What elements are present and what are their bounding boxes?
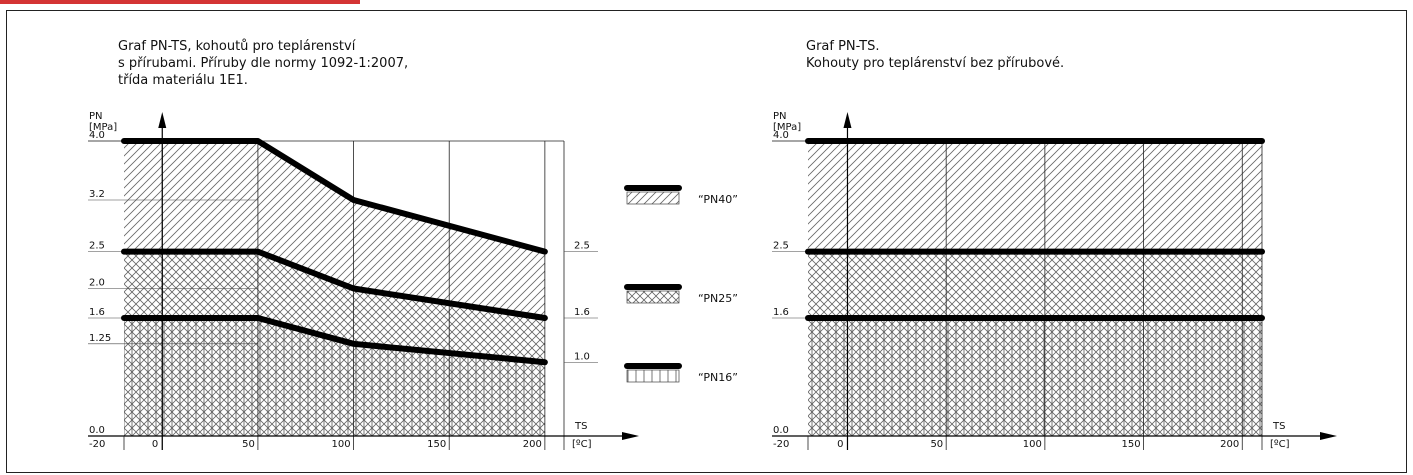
left-series-line: [121, 248, 548, 321]
left-x-axis-arrow: [622, 432, 639, 440]
accent-strip: [0, 0, 360, 4]
left-xtick-label: 50: [242, 439, 255, 450]
left-ylabel-unit: [MPa]: [89, 122, 117, 133]
right-band-diag: [808, 141, 1262, 252]
left-band-vertical: [124, 318, 545, 436]
legend-label: “PN25”: [698, 292, 738, 305]
right-y-axis-arrow: [843, 112, 852, 128]
left-y-axis-arrow: [158, 112, 167, 128]
right-xtick-label: 50: [930, 439, 943, 450]
left-series-line: [121, 138, 548, 255]
right-ytick-label: 2.5: [773, 241, 789, 252]
legend-label: “PN40”: [698, 193, 738, 206]
right-xtick-label: -20: [773, 439, 789, 450]
right-x-axis-arrow: [1320, 432, 1337, 440]
right-chart: 0.0 1.6 2.5 4.0 PN[MPa] -20 0 50 100 150 200 TS [ºC]: [772, 111, 1337, 450]
right-chart-title: Graf PN-TS. Kohouty pro teplárenství bez…: [806, 39, 1065, 71]
left-chart: 0.0 1.25 1.6 2.0 2.5 3.2 4.0 PN[MPa] -20 0 50 100 15…: [88, 111, 639, 450]
left-ytick-label: 4.0: [89, 130, 105, 141]
left-band-diag: [124, 141, 545, 318]
left-xtick-label: 200: [523, 439, 542, 450]
left-xtick-label: -20: [89, 439, 105, 450]
right-ytick-label: 0.0: [773, 425, 789, 436]
right-ylabel-unit: [MPa]: [773, 122, 801, 133]
left-xtick-label: 150: [427, 439, 446, 450]
left-ytick-label: 2.5: [89, 241, 105, 252]
legend: “PN40” “PN25” “PN16”: [624, 185, 738, 384]
left-series-line: [121, 315, 548, 366]
right-ylabel: PN: [773, 111, 787, 122]
right-band-vertical: [808, 318, 1262, 436]
left-band-cross: [124, 251, 545, 363]
legend-swatch-vertical: [626, 369, 680, 383]
right-ytick-label: 1.6: [773, 307, 789, 318]
left-right-label: 1.0: [574, 351, 590, 362]
left-ytick-label: 1.25: [89, 333, 111, 344]
right-xtick-label: 150: [1121, 439, 1140, 450]
right-band-cross: [808, 251, 1262, 318]
left-xtick-label: 0: [152, 439, 158, 450]
left-xtick-label: 100: [331, 439, 350, 450]
left-ylabel: PN: [89, 111, 103, 122]
legend-swatch-cross: [626, 290, 680, 304]
left-ytick-label: 3.2: [89, 189, 105, 200]
legend-swatch-diag: [626, 191, 680, 205]
left-ytick-label: 1.6: [89, 307, 105, 318]
right-xtick-label: 0: [837, 439, 843, 450]
right-xtick-label: 100: [1023, 439, 1042, 450]
left-right-label: 1.6: [574, 307, 590, 318]
left-ytick-label: 2.0: [89, 278, 105, 289]
left-ytick-label: 0.0: [89, 425, 105, 436]
left-xlabel-unit: [ºC]: [572, 439, 592, 450]
right-xlabel: TS: [1272, 421, 1285, 432]
legend-label: “PN16”: [698, 371, 738, 384]
left-right-label: 2.5: [574, 241, 590, 252]
right-xlabel-unit: [ºC]: [1270, 439, 1290, 450]
right-xtick-label: 200: [1220, 439, 1239, 450]
left-chart-title: Graf PN-TS, kohoutů pro teplárenství s p…: [118, 39, 409, 88]
left-xlabel: TS: [574, 421, 587, 432]
right-ytick-label: 4.0: [773, 130, 789, 141]
